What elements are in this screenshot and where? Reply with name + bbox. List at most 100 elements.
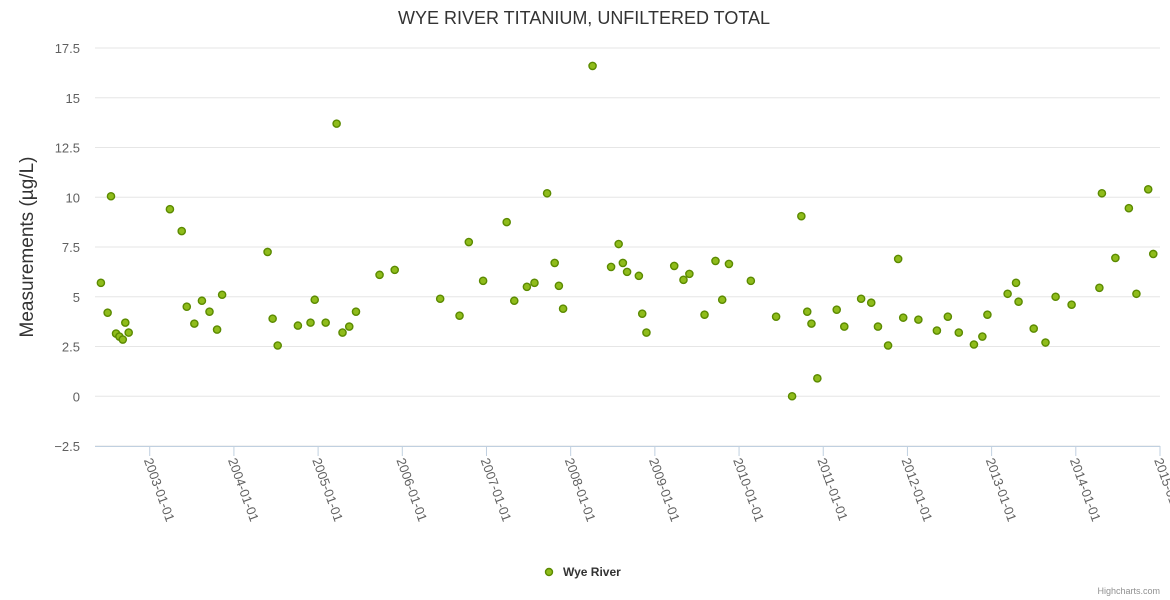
data-point[interactable] [1029, 324, 1039, 333]
data-point[interactable] [1003, 289, 1012, 299]
data-point[interactable] [321, 318, 330, 327]
data-point[interactable] [832, 305, 842, 314]
data-point[interactable] [866, 298, 876, 308]
y-tick-label: −2.5 [54, 439, 80, 454]
data-point[interactable] [588, 61, 597, 71]
y-tick-label: 0 [73, 389, 80, 404]
data-point[interactable] [700, 310, 709, 319]
data-point[interactable] [121, 318, 130, 327]
data-point[interactable] [1143, 184, 1153, 194]
data-point[interactable] [124, 328, 133, 337]
data-point[interactable] [306, 318, 315, 327]
data-point[interactable] [1132, 289, 1141, 299]
data-point[interactable] [435, 294, 445, 304]
data-point[interactable] [558, 304, 568, 313]
data-point[interactable] [263, 247, 272, 257]
data-point[interactable] [310, 295, 320, 305]
y-tick-label: 2.5 [62, 340, 80, 355]
data-point[interactable] [478, 276, 488, 286]
data-point[interactable] [797, 211, 806, 221]
data-point[interactable] [464, 237, 474, 247]
data-point[interactable] [118, 335, 128, 344]
data-point[interactable] [634, 271, 644, 281]
data-point[interactable] [771, 312, 781, 321]
data-point[interactable] [190, 319, 199, 328]
data-point[interactable] [839, 322, 849, 331]
data-point[interactable] [642, 328, 651, 337]
data-point[interactable] [807, 319, 816, 328]
data-point[interactable] [978, 332, 987, 341]
data-point[interactable] [1095, 283, 1104, 293]
data-point[interactable] [293, 321, 303, 330]
data-point[interactable] [1124, 203, 1134, 213]
data-point[interactable] [873, 322, 883, 331]
data-point[interactable] [375, 270, 384, 280]
data-point[interactable] [606, 262, 616, 272]
data-point[interactable] [1051, 292, 1060, 302]
data-point[interactable] [554, 281, 564, 291]
legend[interactable]: Wye River [544, 565, 622, 579]
data-point[interactable] [268, 314, 277, 323]
data-point[interactable] [637, 309, 647, 318]
data-point[interactable] [679, 275, 688, 285]
data-point[interactable] [522, 282, 532, 292]
data-point[interactable] [502, 217, 511, 227]
data-point[interactable] [746, 276, 756, 286]
data-point[interactable] [983, 310, 992, 319]
data-point[interactable] [883, 341, 893, 350]
data-point[interactable] [217, 290, 227, 300]
data-point[interactable] [509, 296, 519, 306]
data-point[interactable] [622, 267, 632, 277]
data-point[interactable] [1097, 188, 1107, 198]
data-point[interactable] [332, 119, 341, 128]
data-point[interactable] [932, 326, 942, 335]
data-point[interactable] [943, 312, 953, 321]
data-point[interactable] [893, 254, 903, 264]
data-point[interactable] [954, 328, 964, 337]
data-point[interactable] [351, 307, 361, 316]
data-point[interactable] [898, 313, 908, 322]
data-point[interactable] [197, 296, 207, 306]
legend-label-wye-river[interactable]: Wye River [563, 565, 621, 579]
data-point[interactable] [1014, 297, 1023, 307]
data-point[interactable] [165, 204, 175, 214]
data-point[interactable] [724, 259, 734, 269]
data-point[interactable] [96, 278, 106, 288]
data-point[interactable] [177, 226, 187, 236]
data-point[interactable] [711, 256, 720, 266]
data-point[interactable] [1111, 253, 1120, 263]
data-point[interactable] [856, 294, 866, 304]
data-point[interactable] [106, 191, 116, 201]
data-point[interactable] [802, 307, 812, 316]
data-point[interactable] [1067, 300, 1076, 310]
data-point[interactable] [914, 315, 923, 324]
data-point[interactable] [390, 265, 400, 275]
data-point[interactable] [618, 258, 628, 268]
data-point[interactable] [542, 188, 552, 198]
data-point[interactable] [669, 261, 679, 271]
data-point[interactable] [614, 239, 623, 249]
data-point[interactable] [530, 278, 539, 288]
data-point[interactable] [813, 374, 822, 383]
data-point[interactable] [1041, 338, 1050, 347]
data-point[interactable] [717, 295, 727, 305]
data-point[interactable] [1011, 278, 1021, 288]
data-point[interactable] [787, 391, 797, 401]
y-tick-label: 15 [66, 91, 80, 106]
data-point[interactable] [182, 302, 192, 312]
data-point[interactable] [685, 269, 694, 279]
data-point[interactable] [1148, 249, 1158, 259]
data-point[interactable] [212, 325, 222, 334]
data-point[interactable] [338, 328, 347, 337]
data-point[interactable] [969, 340, 979, 349]
data-point[interactable] [344, 322, 354, 331]
y-tick-label: 17.5 [55, 41, 80, 56]
data-point[interactable] [205, 307, 214, 316]
data-point[interactable] [550, 258, 559, 268]
credits-link[interactable]: Highcharts.com [1097, 586, 1160, 596]
data-point[interactable] [455, 311, 464, 320]
data-point[interactable] [103, 308, 112, 317]
data-point[interactable] [273, 341, 282, 350]
y-tick-label: 10 [66, 190, 80, 205]
